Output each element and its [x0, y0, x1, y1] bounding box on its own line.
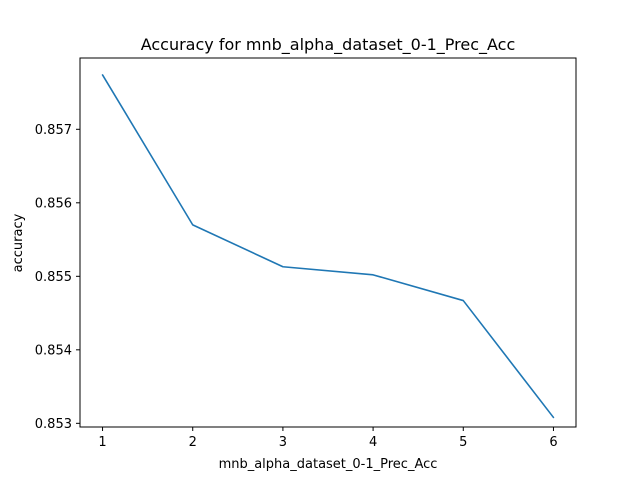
- y-tick-label: 0.853: [35, 417, 72, 432]
- y-tick-label: 0.855: [35, 270, 72, 285]
- y-axis-title: accuracy: [11, 213, 26, 272]
- axes-frame: [79, 57, 577, 428]
- x-tick-label: 3: [279, 435, 287, 450]
- x-tick-label: 1: [98, 435, 106, 450]
- y-axis: 0.853 0.854 0.855 0.856 0.857: [35, 123, 80, 432]
- series-line-1: [101, 74, 555, 419]
- chart-title: Accuracy for mnb_alpha_dataset_0-1_Prec_…: [141, 35, 516, 55]
- x-axis-title: mnb_alpha_dataset_0-1_Prec_Acc: [219, 457, 438, 472]
- x-tick-label: 4: [369, 435, 377, 450]
- x-tick-label: 6: [549, 435, 557, 450]
- y-tick-label: 0.854: [35, 343, 72, 358]
- plot-area: [101, 74, 555, 419]
- x-tick-label: 5: [459, 435, 467, 450]
- x-tick-label: 2: [189, 435, 197, 450]
- y-tick-label: 0.857: [35, 123, 72, 138]
- y-tick-label: 0.856: [35, 196, 72, 211]
- x-axis: 1 2 3 4 5 6: [98, 427, 558, 450]
